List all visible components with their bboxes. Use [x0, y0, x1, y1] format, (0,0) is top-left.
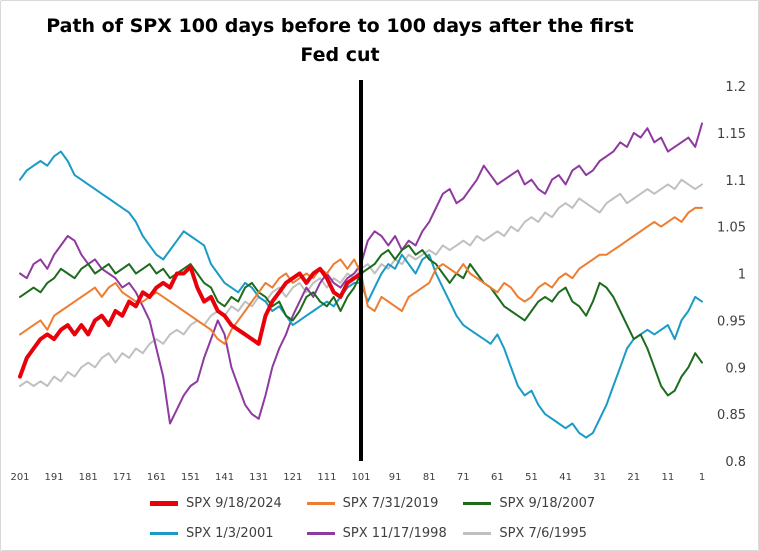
- y-tick-label: 0.9: [725, 361, 746, 376]
- x-tick-label: 131: [249, 472, 268, 483]
- x-tick-label: 121: [283, 472, 302, 483]
- legend-item: SPX 1/3/2001: [150, 526, 307, 541]
- x-tick-label: 101: [351, 472, 370, 483]
- legend-swatch: [306, 501, 335, 505]
- y-tick-label: 1: [738, 268, 746, 283]
- legend-item: SPX 7/6/1995: [463, 526, 620, 541]
- legend-item: SPX 9/18/2007: [463, 496, 620, 511]
- legend-row: SPX 9/18/2024 SPX 7/31/2019 SPX 9/18/200…: [150, 488, 620, 518]
- legend-label: SPX 11/17/1998: [342, 525, 447, 541]
- legend-swatch: [150, 531, 178, 535]
- y-tick-label: 1.15: [717, 127, 746, 142]
- x-tick-label: 51: [525, 472, 538, 483]
- x-tick-label: 141: [215, 472, 234, 483]
- y-tick-label: 1.05: [717, 221, 746, 236]
- x-tick-label: 191: [45, 472, 64, 483]
- x-tick-label: 111: [317, 472, 336, 483]
- y-tick-label: 1.2: [725, 80, 746, 95]
- legend-swatch: [306, 531, 335, 535]
- legend-swatch: [150, 500, 178, 506]
- x-tick-label: 161: [147, 472, 166, 483]
- legend-swatch: [463, 531, 492, 535]
- y-tick-label: 0.95: [717, 314, 746, 329]
- legend-item: SPX 9/18/2024: [150, 496, 307, 511]
- chart-title: Path of SPX 100 days before to 100 days …: [46, 15, 634, 66]
- y-tick-label: 1.1: [725, 174, 746, 189]
- legend-label: SPX 7/31/2019: [342, 495, 439, 511]
- y-tick-label: 0.85: [717, 408, 746, 423]
- x-tick-label: 41: [559, 472, 572, 483]
- series-line: [18, 264, 363, 379]
- x-tick-label: 181: [79, 472, 98, 483]
- legend-item: SPX 11/17/1998: [306, 525, 464, 541]
- x-tick-label: 71: [457, 472, 470, 483]
- x-tick-label: 91: [389, 472, 402, 483]
- y-axis-ticks: 0.8 0.85 0.9 0.95 1 1.05 1.1 1.15 1.2: [717, 80, 746, 470]
- legend-label: SPX 9/18/2007: [499, 495, 596, 511]
- x-tick-label: 31: [593, 472, 606, 483]
- x-axis-ticks: 201 191 181 171 161 151 141 131 121 111 101 91 81 71 6…: [10, 472, 705, 483]
- x-tick-label: 61: [491, 472, 504, 483]
- legend-label: SPX 1/3/2001: [186, 525, 274, 541]
- legend-label: SPX 9/18/2024: [186, 495, 282, 511]
- x-tick-label: 21: [627, 472, 640, 483]
- x-tick-label: 151: [181, 472, 200, 483]
- legend-label: SPX 7/6/1995: [499, 525, 587, 541]
- x-tick-label: 81: [423, 472, 436, 483]
- x-tick-label: 11: [662, 472, 675, 483]
- y-tick-label: 0.8: [725, 455, 746, 470]
- x-tick-label: 201: [10, 472, 29, 483]
- x-tick-label: 1: [699, 472, 705, 483]
- legend-swatch: [463, 501, 492, 505]
- x-tick-label: 171: [113, 472, 132, 483]
- legend-item: SPX 7/31/2019: [306, 495, 464, 511]
- legend-row: SPX 1/3/2001 SPX 11/17/1998 SPX 7/6/1995: [150, 518, 620, 548]
- legend: SPX 9/18/2024 SPX 7/31/2019 SPX 9/18/200…: [150, 488, 620, 548]
